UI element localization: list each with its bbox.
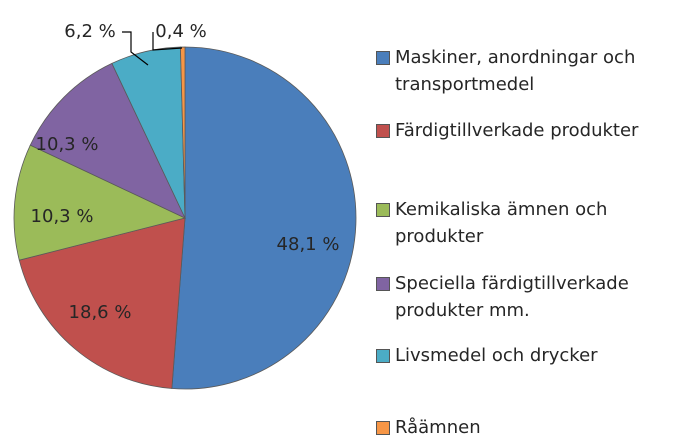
data-label: 48,1 % (277, 234, 340, 255)
data-label: 0,4 % (155, 21, 206, 42)
legend-label: Livsmedel och drycker (395, 345, 598, 366)
legend-item: Speciella färdigtillverkade produkter mm… (376, 270, 681, 324)
legend-item: Råämnen (376, 414, 681, 441)
pie-slice (29, 62, 186, 219)
legend-label: Färdigtillverkade produkter (395, 120, 639, 141)
legend-swatch (376, 203, 390, 217)
leader-line (152, 32, 183, 51)
legend-label: Råämnen (395, 417, 481, 438)
data-label: 18,6 % (69, 302, 132, 323)
legend-swatch (376, 51, 390, 65)
legend-swatch (376, 421, 390, 435)
legend-swatch (376, 349, 390, 363)
data-label: 10,3 % (31, 206, 94, 227)
data-label: 10,3 % (36, 134, 99, 155)
pie-slice (13, 144, 187, 261)
legend-item: Livsmedel och drycker (376, 342, 681, 369)
data-label: 6,2 % (64, 21, 115, 42)
legend-swatch (376, 277, 390, 291)
legend-item: Kemikaliska ämnen och produkter (376, 196, 681, 250)
legend-item: Maskiner, anordningar och transportmedel (376, 44, 681, 98)
legend-label: Speciella färdigtillverkade produkter mm… (395, 273, 629, 321)
pie-slice (180, 46, 186, 219)
legend-label: Kemikaliska ämnen och produkter (395, 199, 608, 247)
pie-slice (171, 46, 357, 390)
leader-line (122, 31, 149, 66)
legend-label: Maskiner, anordningar och transportmedel (395, 47, 636, 95)
legend-swatch (376, 124, 390, 138)
legend-item: Färdigtillverkade produkter (376, 117, 681, 144)
pie-slice (18, 217, 186, 389)
